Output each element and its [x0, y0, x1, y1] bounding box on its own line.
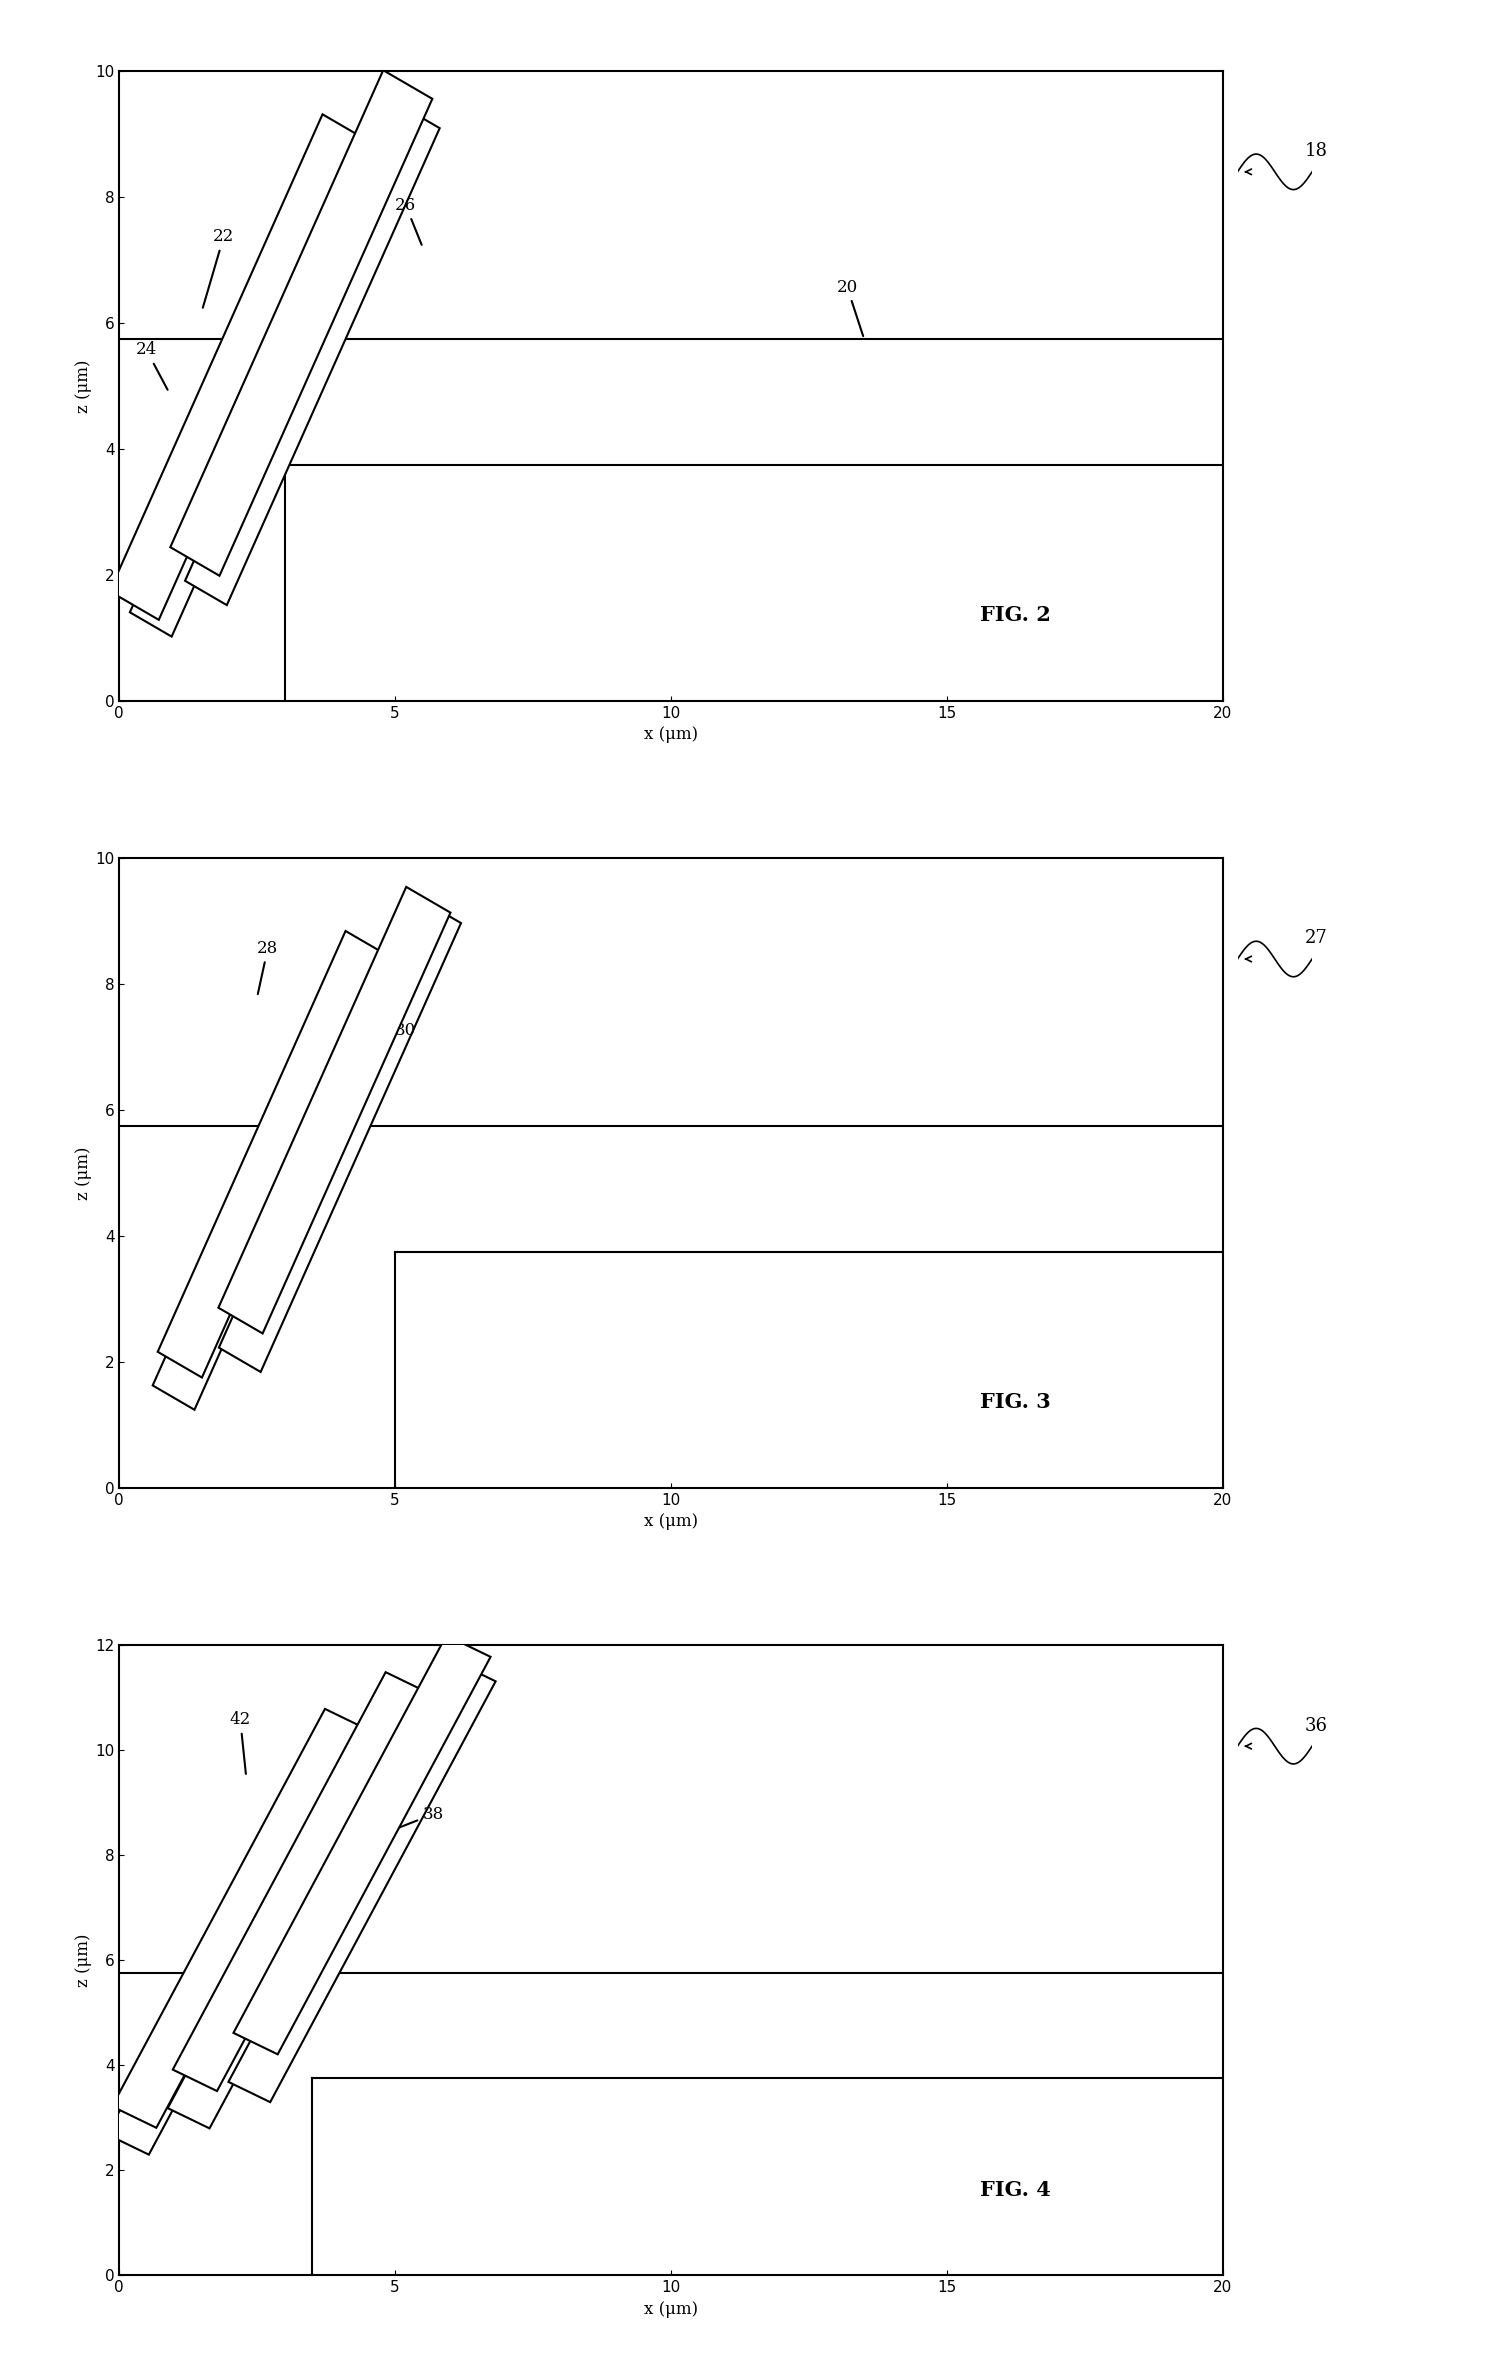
- Polygon shape: [219, 898, 461, 1372]
- Text: 28: 28: [256, 941, 279, 993]
- Text: FIG. 2: FIG. 2: [980, 604, 1051, 626]
- Polygon shape: [170, 71, 432, 576]
- Y-axis label: z (μm): z (μm): [76, 1147, 92, 1199]
- Text: 26: 26: [395, 197, 422, 244]
- Polygon shape: [218, 886, 450, 1334]
- Polygon shape: [110, 114, 371, 621]
- Polygon shape: [173, 1673, 429, 2090]
- Text: 30: 30: [370, 1021, 416, 1057]
- Polygon shape: [185, 104, 440, 604]
- Polygon shape: [158, 931, 389, 1377]
- Text: 20: 20: [836, 280, 863, 337]
- Polygon shape: [234, 1635, 491, 2055]
- Text: 36: 36: [1305, 1716, 1327, 1735]
- Text: 38: 38: [398, 1806, 444, 1827]
- Text: 22: 22: [203, 228, 234, 308]
- Polygon shape: [228, 1661, 495, 2102]
- Y-axis label: z (μm): z (μm): [76, 1934, 92, 1986]
- Text: 18: 18: [1305, 142, 1327, 161]
- X-axis label: x (μm): x (μm): [644, 1514, 698, 1531]
- Polygon shape: [152, 936, 395, 1410]
- Text: 42: 42: [230, 1711, 250, 1773]
- Text: FIG. 3: FIG. 3: [980, 1394, 1051, 1413]
- Text: 24: 24: [136, 341, 167, 389]
- X-axis label: x (μm): x (μm): [644, 725, 698, 744]
- Text: 40: 40: [313, 1728, 334, 1775]
- Text: 27: 27: [1305, 929, 1327, 948]
- Polygon shape: [107, 1714, 374, 2154]
- Polygon shape: [112, 1709, 370, 2128]
- Y-axis label: z (μm): z (μm): [76, 360, 92, 412]
- Polygon shape: [130, 135, 385, 638]
- Text: FIG. 4: FIG. 4: [980, 2180, 1051, 2199]
- Polygon shape: [167, 1687, 435, 2128]
- X-axis label: x (μm): x (μm): [644, 2301, 698, 2318]
